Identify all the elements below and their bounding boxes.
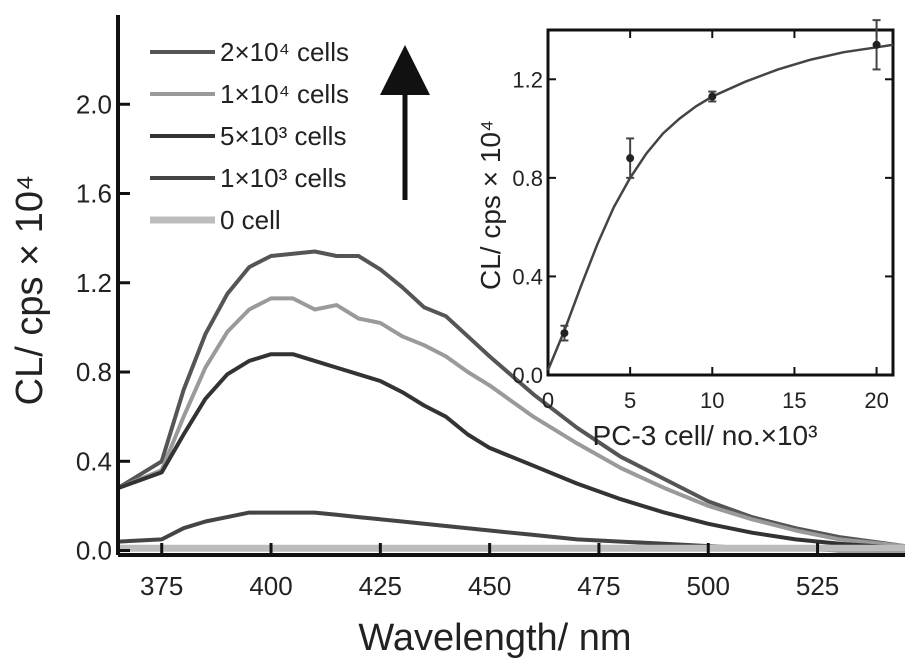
y-tick-label: 0.0	[76, 536, 112, 566]
inset-y-tick-label: 0.8	[512, 166, 543, 191]
x-tick-label: 525	[796, 571, 839, 601]
inset-data-point	[708, 92, 717, 101]
y-tick-label: 0.8	[76, 357, 112, 387]
inset-x-tick-label: 10	[700, 388, 724, 413]
y-tick-label: 1.2	[76, 268, 112, 298]
inset-y-axis-title: CL/ cps × 10⁴	[475, 120, 506, 290]
inset-data-point	[560, 329, 569, 338]
x-tick-label: 450	[468, 571, 511, 601]
inset-fit-curve	[546, 43, 894, 371]
inset-x-axis-title: PC-3 cell/ no.×10³	[593, 420, 818, 451]
legend-label-2: 5×10³ cells	[220, 121, 346, 151]
inset-x-tick-label: 15	[782, 388, 806, 413]
y-axis-title: CL/ cps × 10⁴	[9, 175, 51, 406]
y-tick-label: 0.4	[76, 446, 112, 476]
inset-x-tick-label: 20	[864, 388, 888, 413]
legend-label-3: 1×10³ cells	[220, 163, 346, 193]
inset-data-point	[872, 40, 881, 49]
inset-x-tick-label: 5	[624, 388, 636, 413]
legend: 2×10⁴ cells 1×10⁴ cells 5×10³ cells 1×10³ c…	[150, 37, 430, 235]
legend-label-0: 2×10⁴ cells	[220, 37, 349, 67]
inset-y-tick-label: 0.0	[512, 363, 543, 388]
inset-y-tick-label: 0.4	[512, 264, 543, 289]
y-tick-label: 2.0	[76, 89, 112, 119]
legend-label-4: 0 cell	[220, 205, 281, 235]
x-tick-label: 500	[687, 571, 730, 601]
x-tick-label: 375	[140, 571, 183, 601]
x-tick-label: 425	[359, 571, 402, 601]
x-tick-label: 400	[249, 571, 292, 601]
main-axes: 375 400 425 450 475 500 525 0.0 0.4 0.8 1.2 1.6 2.0	[76, 15, 905, 601]
series-line-2	[117, 352, 905, 551]
series-line-1	[117, 296, 905, 549]
inset-x-tick-label: 0	[542, 388, 554, 413]
series-line-0	[116, 249, 905, 549]
x-tick-label: 475	[577, 571, 620, 601]
y-tick-label: 1.6	[76, 179, 112, 209]
x-axis-title: Wavelength/ nm	[358, 617, 631, 659]
inset-frame	[546, 28, 895, 377]
inset-y-tick-label: 1.2	[512, 67, 543, 92]
inset-data-point	[626, 154, 635, 163]
inset-chart: 0 5 10 15 20 0.0 0.4 0.8 1.2	[512, 19, 895, 413]
legend-label-1: 1×10⁴ cells	[220, 79, 349, 109]
